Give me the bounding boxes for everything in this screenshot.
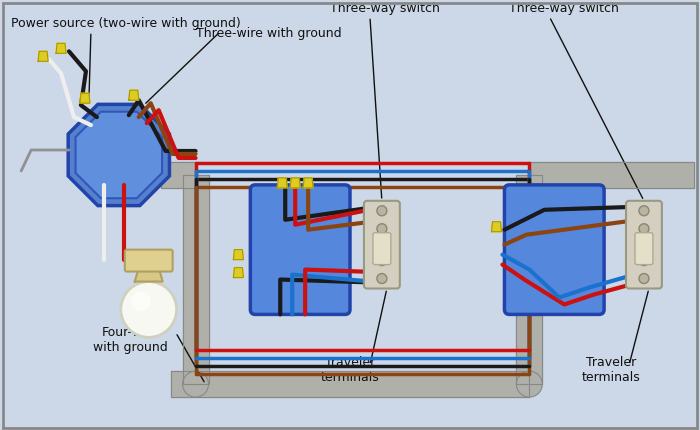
Polygon shape xyxy=(38,52,48,62)
Text: Traveler
terminals: Traveler terminals xyxy=(321,355,379,383)
Polygon shape xyxy=(529,163,694,188)
Text: Three-wire with ground: Three-wire with ground xyxy=(195,28,341,40)
FancyBboxPatch shape xyxy=(125,250,173,272)
Circle shape xyxy=(377,224,387,234)
Polygon shape xyxy=(303,178,313,188)
FancyBboxPatch shape xyxy=(635,233,653,265)
Polygon shape xyxy=(139,260,159,268)
Circle shape xyxy=(639,206,649,216)
Polygon shape xyxy=(183,175,209,384)
Circle shape xyxy=(377,206,387,216)
Polygon shape xyxy=(290,178,300,188)
FancyBboxPatch shape xyxy=(251,185,350,315)
Polygon shape xyxy=(76,113,162,199)
Circle shape xyxy=(377,274,387,284)
Polygon shape xyxy=(517,175,542,384)
Text: Three-way switch: Three-way switch xyxy=(510,3,620,15)
Circle shape xyxy=(377,256,387,266)
Circle shape xyxy=(121,282,176,338)
Text: Power source (two-wire with ground): Power source (two-wire with ground) xyxy=(11,18,241,31)
FancyBboxPatch shape xyxy=(373,233,391,265)
FancyBboxPatch shape xyxy=(626,201,662,289)
Circle shape xyxy=(517,372,542,397)
Polygon shape xyxy=(80,94,90,104)
Polygon shape xyxy=(68,105,169,206)
Polygon shape xyxy=(129,91,139,101)
Circle shape xyxy=(639,224,649,234)
Circle shape xyxy=(639,274,649,284)
Polygon shape xyxy=(277,178,287,188)
Text: Three-way switch: Three-way switch xyxy=(330,3,440,15)
Circle shape xyxy=(183,372,209,397)
Circle shape xyxy=(131,292,150,312)
Polygon shape xyxy=(56,44,66,54)
Polygon shape xyxy=(233,250,244,260)
Polygon shape xyxy=(491,222,501,232)
Polygon shape xyxy=(233,268,244,278)
Polygon shape xyxy=(161,163,195,188)
Text: Four-wire
with ground: Four-wire with ground xyxy=(93,326,168,353)
Polygon shape xyxy=(171,372,529,397)
Circle shape xyxy=(639,256,649,266)
FancyBboxPatch shape xyxy=(364,201,400,289)
FancyBboxPatch shape xyxy=(505,185,604,315)
Text: Traveler
terminals: Traveler terminals xyxy=(582,355,640,383)
Polygon shape xyxy=(135,268,162,282)
